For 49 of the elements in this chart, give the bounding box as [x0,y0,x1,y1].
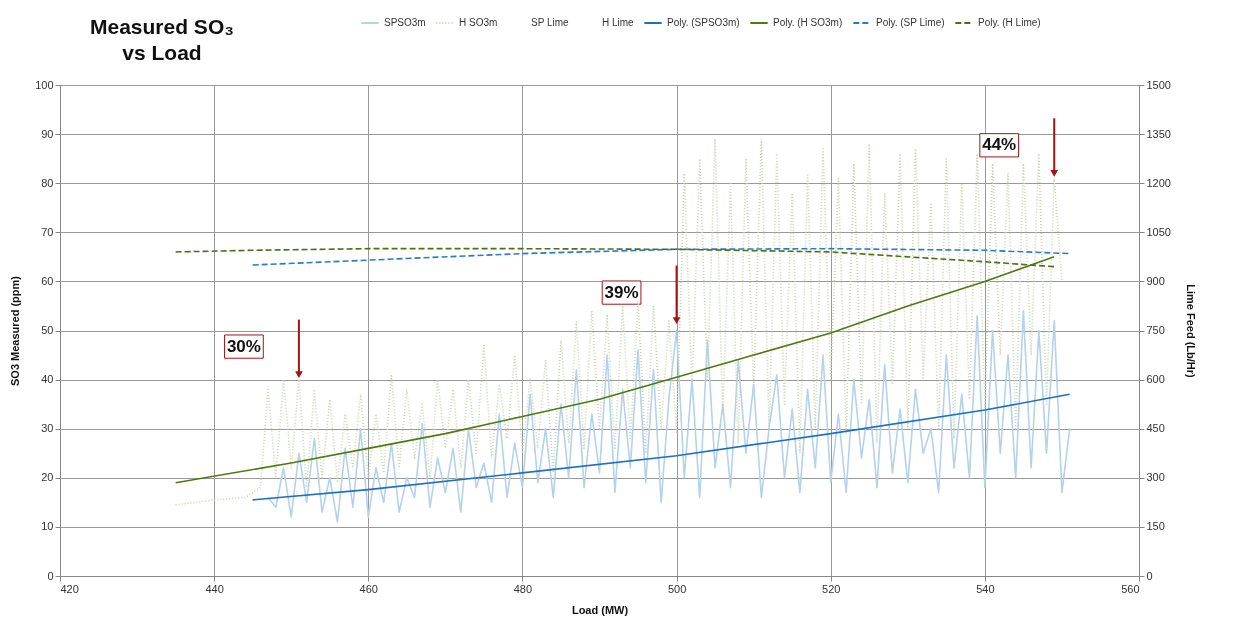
y2-tick-label: 150 [1146,520,1165,533]
y2-tick-label: 0 [1146,569,1153,582]
y2-tick-label: 1200 [1146,176,1171,189]
y2-tick-label: 900 [1146,274,1165,287]
y-axis-title: SO3 Measured (ppm) [9,275,22,387]
text: H Lime [602,17,635,28]
y2-tick-label: 1500 [1146,78,1171,91]
legend-label: H SO3m [459,17,498,28]
annotation: 39% [604,282,639,302]
y-tick-label: 100 [35,78,54,91]
y-tick-label: 90 [41,127,54,140]
y-tick-label: 50 [41,324,54,336]
annotation: 44% [982,135,1017,155]
y-tick-label: 20 [41,471,54,484]
chart-title: Measured SO₃ vs Load [90,14,234,66]
x-tick-label: 440 [205,582,224,595]
line-series [174,138,1063,506]
legend-label: Poly. (H SO3m) [773,17,843,28]
y-tick-label: 60 [41,274,54,287]
y2-tick-label: 450 [1146,422,1165,435]
x-tick-label: 480 [513,582,533,595]
line-series [267,310,1071,523]
x-tick-label: 500 [667,582,687,595]
x-tick-label: 420 [60,582,79,595]
y2-tick-label: 300 [1146,471,1165,484]
y-tick-label: 70 [41,225,54,238]
x-tick-label: 540 [976,582,995,595]
y2-tick-label: 1050 [1146,225,1171,238]
y2-tick-label: 600 [1146,373,1165,386]
legend-label: Poly. (H Lime) [978,17,1041,28]
annotation: 30% [226,336,261,356]
y2-tick-label: 1350 [1146,127,1171,140]
y-tick-label: 80 [41,176,54,189]
line-series [251,393,1071,501]
y-tick-label: 30 [41,422,54,435]
line-series [251,247,1071,266]
y-tick-label: 10 [41,520,54,533]
x-tick-label: 460 [359,582,378,595]
y2-tick-label: 750 [1146,324,1165,336]
x-tick-label: 520 [822,582,841,595]
y-tick-label: 0 [47,569,54,582]
x-tick-label: 560 [1121,582,1140,595]
legend-label: Poly. (SP Lime) [876,17,945,28]
y2-axis-title: Lime Feed (Lb/Hr) [1184,284,1197,379]
legend-label: Poly. (SPSO3m) [667,17,740,28]
text: SP Lime [531,17,570,28]
y-tick-label: 40 [41,373,54,386]
legend-label: SPSO3m [384,17,426,28]
x-axis-title: Load (MW) [571,603,629,616]
